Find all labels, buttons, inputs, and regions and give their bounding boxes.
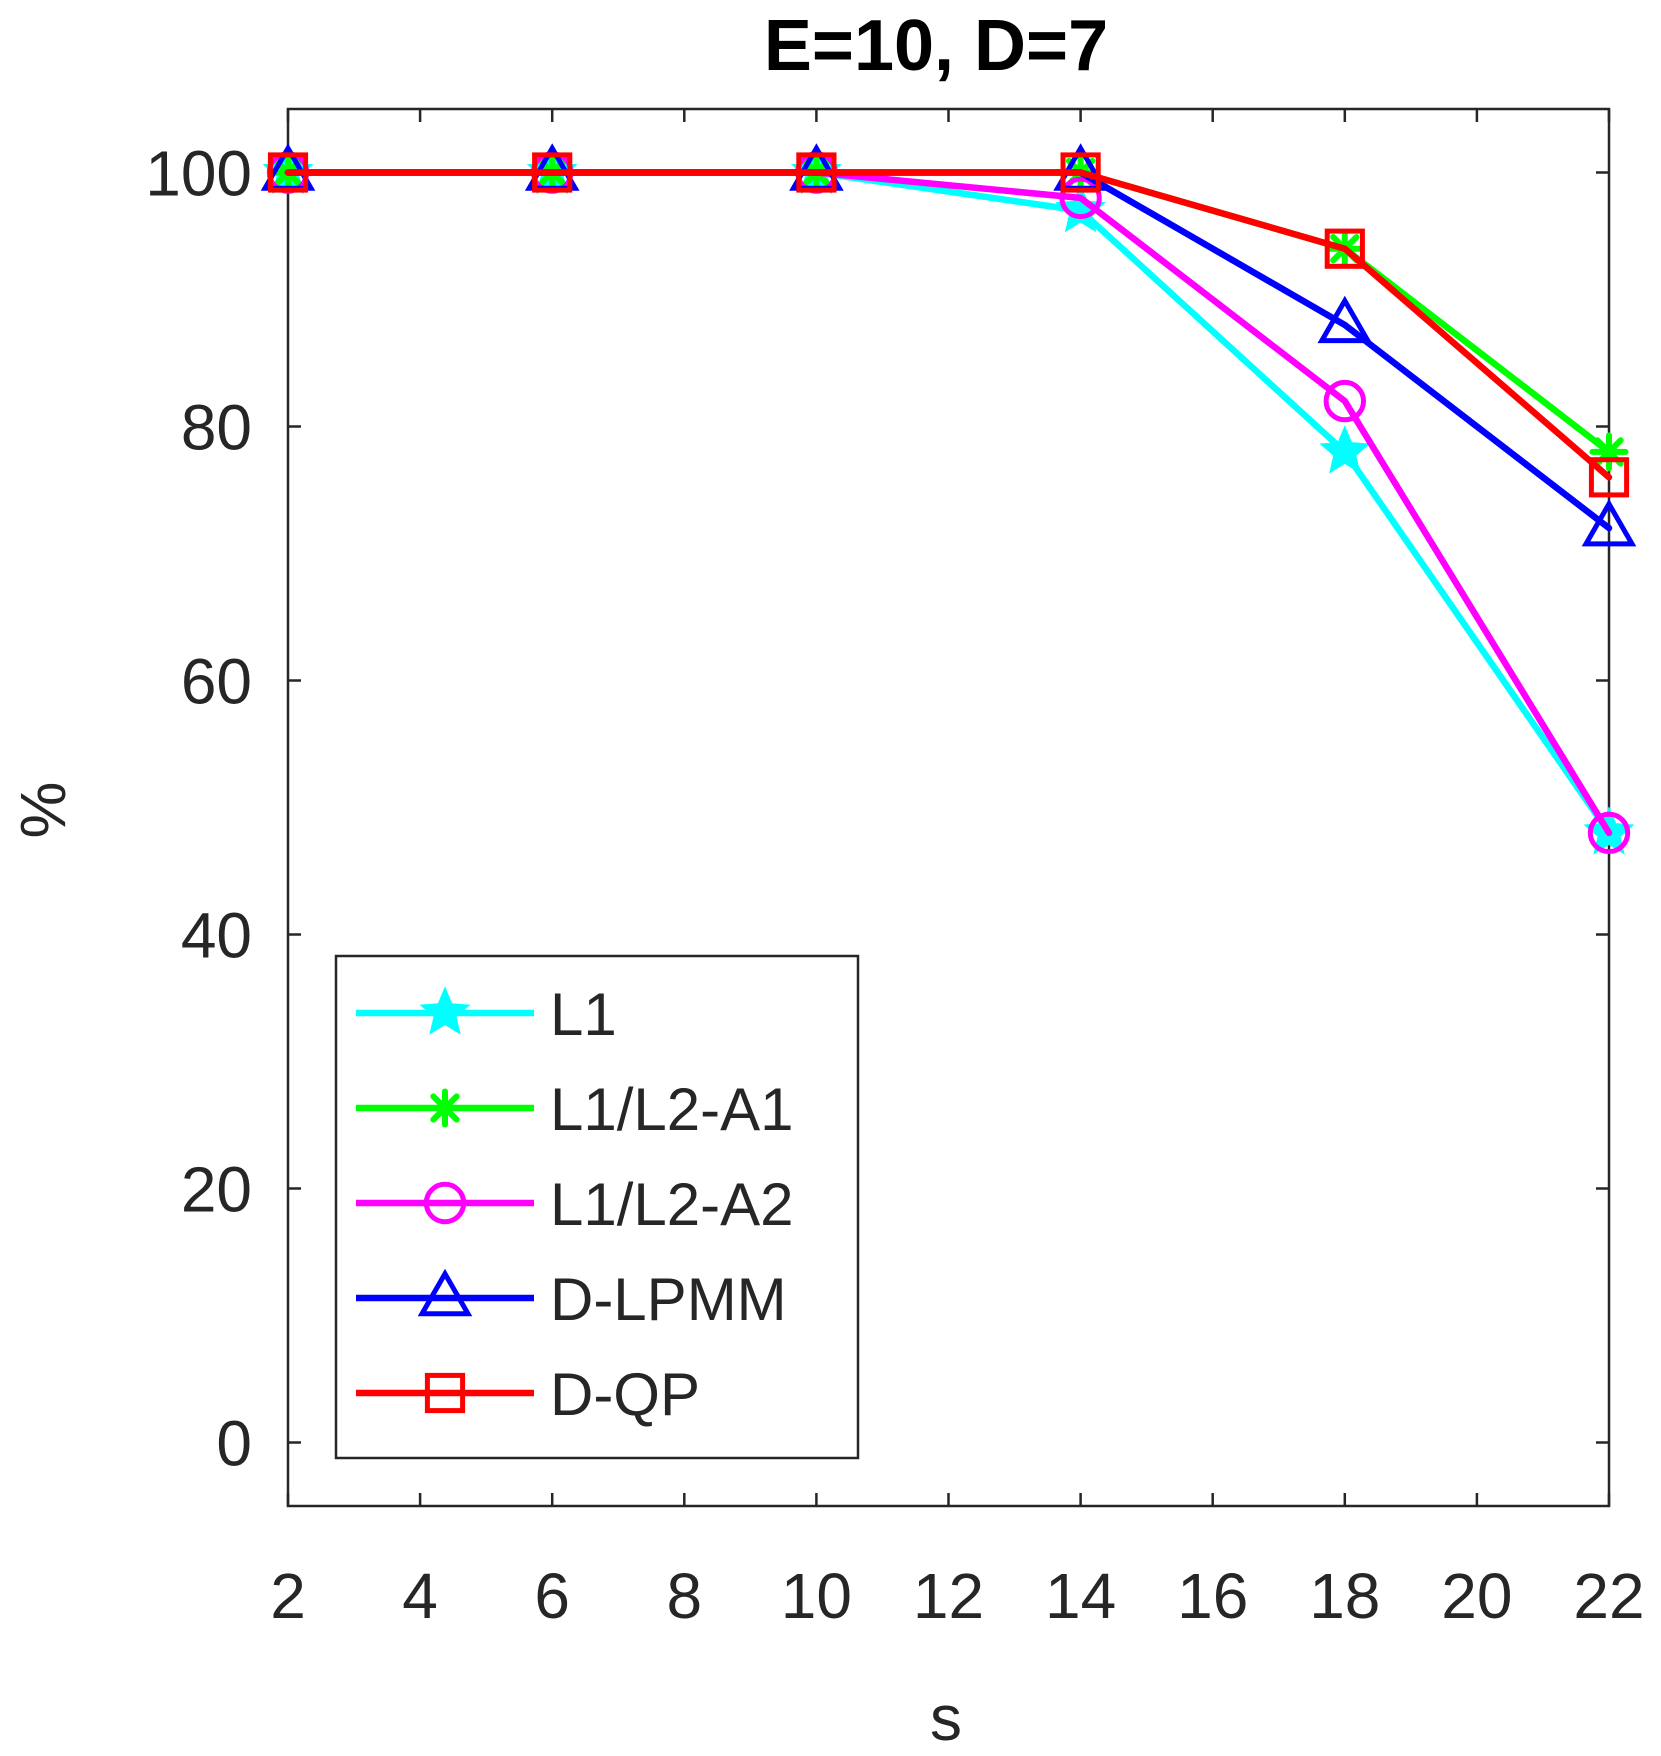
legend-item-d-qp: D-QP bbox=[356, 1361, 700, 1428]
data-point-l1-l2-a2 bbox=[1059, 176, 1102, 220]
x-tick-label: 22 bbox=[1573, 1560, 1644, 1632]
legend-item-l1: L1 bbox=[356, 981, 617, 1048]
legend-box bbox=[334, 954, 860, 1460]
data-point-l1-l2-a2 bbox=[1587, 811, 1631, 855]
x-tick-label: 4 bbox=[402, 1560, 438, 1632]
asterisk-stroke bbox=[430, 1093, 460, 1123]
data-point-d-qp bbox=[1060, 152, 1101, 193]
chart-title: E=10, D=7 bbox=[764, 6, 1108, 86]
x-tick-label: 2 bbox=[270, 1560, 306, 1632]
legend-item-l1-l2-a1: L1/L2-A1 bbox=[356, 1076, 794, 1143]
x-tick-label: 20 bbox=[1441, 1560, 1512, 1632]
x-tick-label: 8 bbox=[667, 1560, 703, 1632]
data-point-d-qp bbox=[532, 152, 573, 193]
x-tick-label: 6 bbox=[534, 1560, 570, 1632]
x-tick-label: 14 bbox=[1045, 1560, 1116, 1632]
y-tick-label: 80 bbox=[181, 392, 252, 464]
x-tick-label: 12 bbox=[913, 1560, 984, 1632]
x-tick-label: 10 bbox=[781, 1560, 852, 1632]
series-d-qp bbox=[267, 152, 1630, 498]
data-point-d-qp bbox=[1324, 228, 1365, 269]
legend-item-d-lpmm: D-LPMM bbox=[356, 1266, 787, 1333]
data-point-d-lpmm bbox=[1317, 295, 1373, 344]
x-tick-label: 18 bbox=[1309, 1560, 1380, 1632]
y-tick-label: 100 bbox=[145, 138, 252, 210]
data-point-d-lpmm bbox=[1581, 498, 1637, 547]
x-tick-label: 16 bbox=[1177, 1560, 1248, 1632]
data-point-l1 bbox=[1319, 425, 1371, 474]
legend-marker bbox=[424, 1372, 466, 1414]
legend-marker bbox=[423, 1181, 467, 1225]
y-tick-label: 20 bbox=[181, 1154, 252, 1226]
legend-label: L1/L2-A2 bbox=[550, 1171, 794, 1238]
y-tick-label: 40 bbox=[181, 900, 252, 972]
legend-item-l1-l2-a2: L1/L2-A2 bbox=[356, 1171, 794, 1238]
legend-label: D-LPMM bbox=[550, 1266, 787, 1333]
legend-label: D-QP bbox=[550, 1361, 700, 1428]
series-line-d-qp bbox=[284, 169, 1613, 481]
data-point-l1-l2-a2 bbox=[1323, 379, 1367, 423]
y-tick-label: 0 bbox=[216, 1408, 252, 1480]
legend-label: L1/L2-A1 bbox=[550, 1076, 794, 1143]
x-axis-label: s bbox=[930, 1682, 962, 1751]
legend-marker bbox=[419, 986, 471, 1035]
legend: L1 L1/L2-A1 L1/L2-A2 D-LPMM D-QP bbox=[334, 954, 860, 1460]
legend-marker bbox=[417, 1268, 473, 1317]
y-tick-label: 60 bbox=[181, 646, 252, 718]
legend-marker bbox=[425, 1088, 465, 1128]
y-axis-label: % bbox=[7, 782, 79, 839]
legend-label: L1 bbox=[550, 981, 617, 1048]
data-point-d-qp bbox=[267, 152, 309, 193]
data-point-d-qp bbox=[1588, 457, 1630, 498]
data-point-d-qp bbox=[796, 152, 837, 193]
